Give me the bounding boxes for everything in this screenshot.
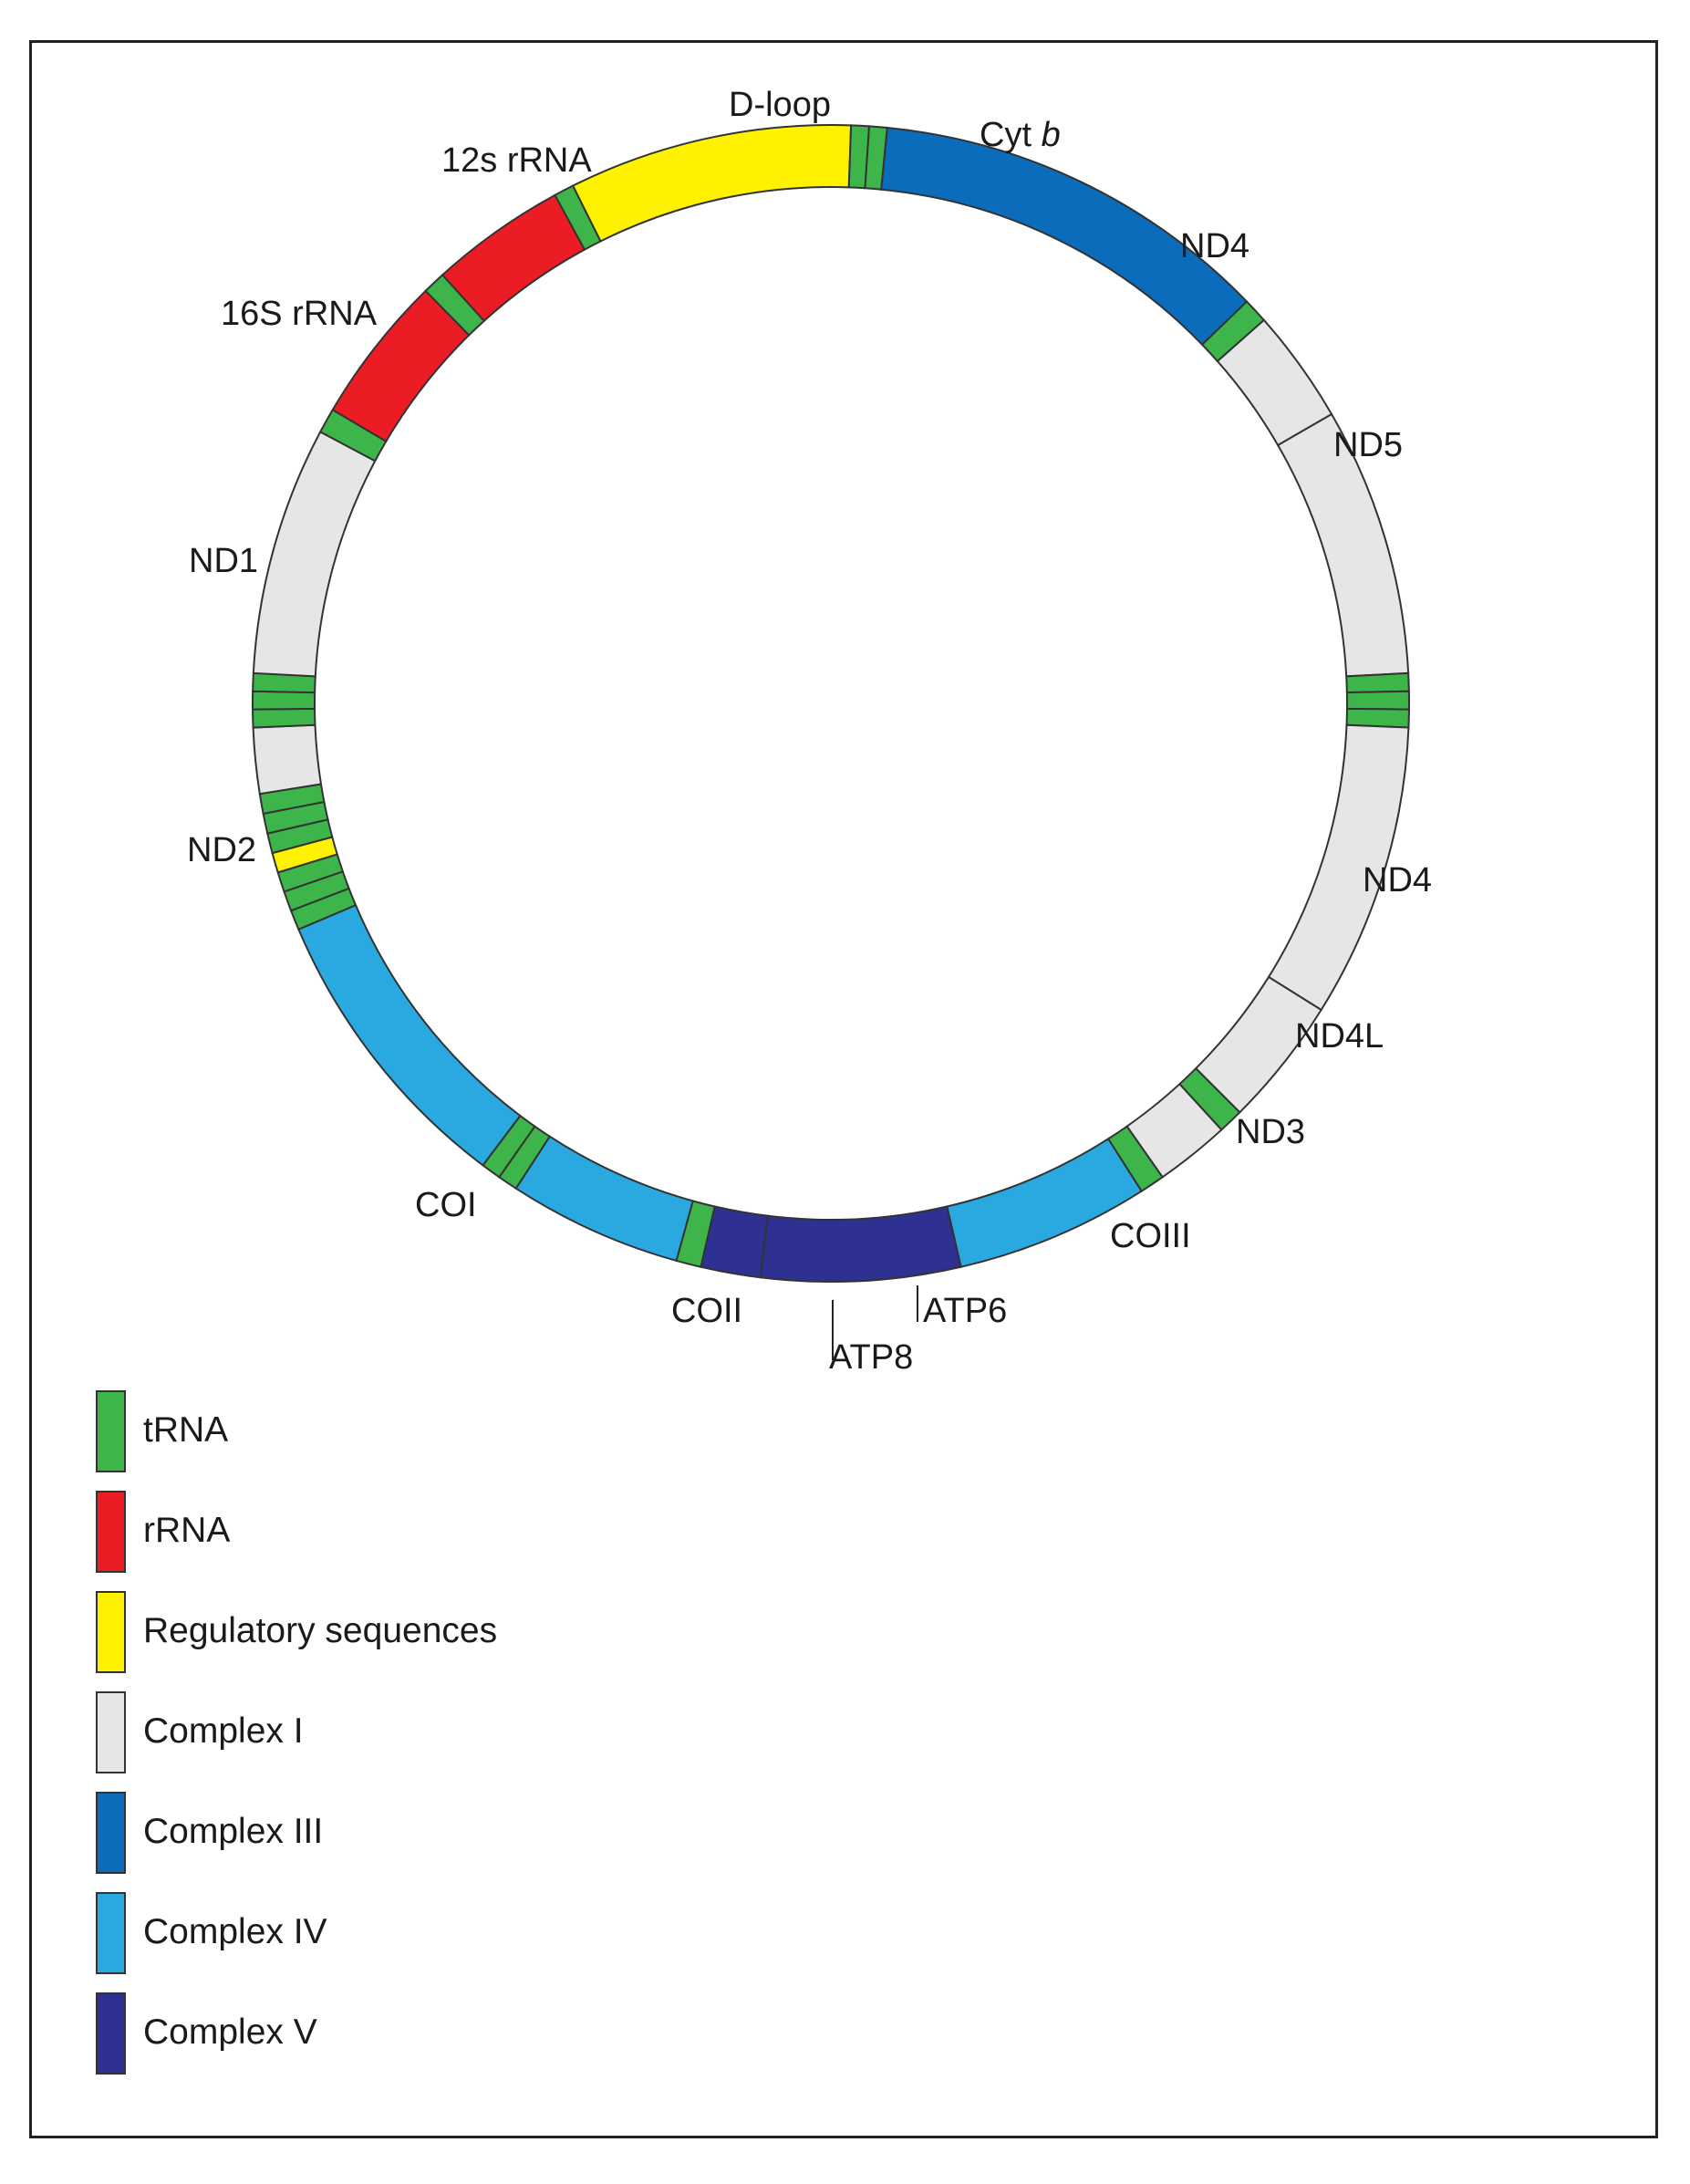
gene-labels: D-loop Cyt b ND4 ND5 ND4 ND4L ND3 COIII … — [187, 86, 1432, 1377]
legend-label: Complex V — [143, 2012, 317, 2052]
legend-item-complexi: Complex I — [96, 1691, 917, 1775]
ring-segment-trna — [252, 707, 316, 729]
mtdna-circular-map: D-loop Cyt b ND4 ND5 ND4 ND4L ND3 COIII … — [187, 86, 1432, 1377]
ring-segment-complexiv — [514, 1135, 694, 1263]
legend-item-complexiii: Complex III — [96, 1792, 917, 1876]
label-12s-rrna: 12s rRNA — [441, 141, 592, 180]
legend-label: Complex III — [143, 1812, 324, 1851]
legend-label: Complex IV — [143, 1912, 327, 1951]
label-nd5: ND5 — [1333, 426, 1403, 464]
label-cyt-b: Cyt b — [980, 116, 1061, 154]
label-nd2: ND2 — [187, 831, 256, 869]
label-nd4l: ND4L — [1295, 1017, 1384, 1056]
label-coiii: COIII — [1110, 1217, 1191, 1255]
label-cyt-b-prefix: Cyt — [980, 116, 1042, 154]
label-nd1: ND1 — [189, 542, 258, 580]
legend-swatch — [96, 1591, 126, 1673]
legend-item-trna: tRNA — [96, 1390, 917, 1474]
legend-label: rRNA — [143, 1511, 231, 1550]
label-16s-rrna: 16S rRNA — [221, 295, 378, 333]
legend-item-complexv: Complex V — [96, 1992, 917, 2076]
legend-item-rrna: rRNA — [96, 1491, 917, 1575]
label-atp6: ATP6 — [923, 1292, 1007, 1330]
label-nd3: ND3 — [1236, 1113, 1305, 1151]
legend-swatch — [96, 1892, 126, 1974]
label-coi: COI — [415, 1186, 477, 1224]
label-cyt-b-italic: b — [1042, 116, 1061, 154]
legend-item-complexiv: Complex IV — [96, 1892, 917, 1976]
legend-item-regulatory: Regulatory sequences — [96, 1591, 917, 1675]
label-atp8: ATP8 — [829, 1338, 913, 1377]
label-d-loop: D-loop — [729, 86, 831, 124]
label-nd4-right: ND4 — [1363, 861, 1432, 900]
legend-swatch — [96, 1691, 126, 1773]
ring-segment-trna — [1345, 690, 1411, 711]
legend-label: Complex I — [143, 1711, 304, 1751]
ring-segment-trna — [251, 690, 316, 711]
ring-segment-trna — [554, 184, 602, 251]
legend-label: Regulatory sequences — [143, 1611, 498, 1650]
label-nd4-top: ND4 — [1180, 227, 1249, 265]
label-coii: COII — [671, 1292, 742, 1330]
legend-swatch — [96, 1390, 126, 1472]
figure-frame: D-loop Cyt b ND4 ND5 ND4 ND4L ND3 COIII … — [29, 40, 1658, 2138]
legend-label: tRNA — [143, 1410, 229, 1450]
ring-segment-regulatory — [571, 124, 853, 243]
legend-swatch — [96, 1792, 126, 1874]
ring-segment-complexiv — [297, 903, 522, 1167]
genome-ring — [251, 124, 1411, 1283]
ring-segment-trna — [1345, 671, 1410, 694]
legend-swatch — [96, 1992, 126, 2075]
legend-swatch — [96, 1491, 126, 1573]
ring-segment-complexi — [252, 431, 377, 678]
ring-segment-complexi — [252, 723, 323, 796]
ring-segment-complexv — [759, 1205, 962, 1283]
